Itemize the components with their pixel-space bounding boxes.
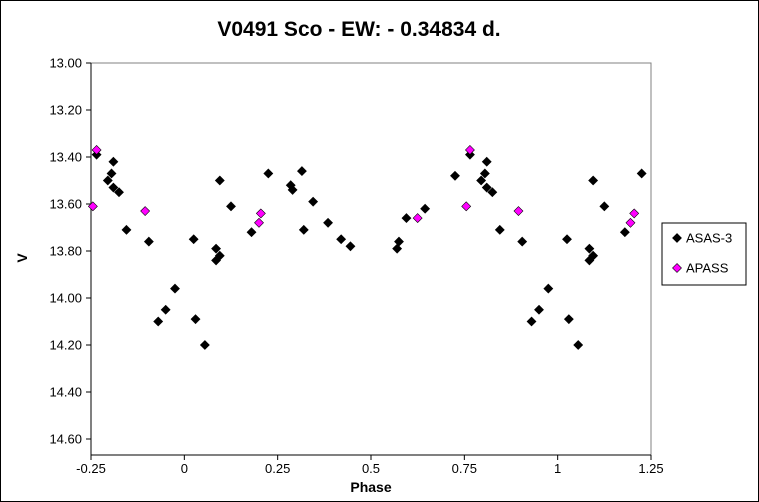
y-tick-label: 14.40 bbox=[49, 385, 82, 400]
chart-title: V0491 Sco - EW: - 0.34834 d. bbox=[217, 18, 500, 41]
data-point-asas-3 bbox=[494, 224, 505, 235]
data-point-asas-3 bbox=[599, 201, 610, 212]
data-point-asas-3 bbox=[287, 184, 298, 195]
x-tick-label: 0.25 bbox=[265, 461, 290, 476]
data-point-asas-3 bbox=[543, 283, 554, 294]
legend-label-asas-3: ASAS-3 bbox=[686, 231, 732, 246]
legend: ASAS-3 APASS bbox=[661, 222, 747, 286]
y-tick-label: 13.40 bbox=[49, 150, 82, 165]
data-point-asas-3 bbox=[336, 234, 347, 245]
data-point-asas-3 bbox=[214, 175, 225, 186]
data-point-asas-3 bbox=[106, 168, 117, 179]
y-tick-label: 13.60 bbox=[49, 197, 82, 212]
data-point-asas-3 bbox=[214, 250, 225, 261]
y-tick-label: 13.80 bbox=[49, 244, 82, 259]
x-tick-label: 1 bbox=[554, 461, 561, 476]
data-point-asas-3 bbox=[534, 304, 544, 315]
data-point-apass bbox=[87, 201, 98, 212]
data-point-asas-3 bbox=[323, 217, 333, 228]
data-point-asas-3 bbox=[160, 304, 171, 315]
data-point-asas-3 bbox=[394, 236, 404, 247]
data-point-apass bbox=[140, 206, 151, 216]
y-tick-label: 14.00 bbox=[49, 291, 82, 306]
data-point-apass bbox=[461, 201, 472, 212]
data-point-asas-3 bbox=[298, 224, 309, 235]
y-tick-label: 13.00 bbox=[49, 56, 82, 71]
data-point-asas-3 bbox=[170, 283, 180, 294]
data-point-asas-3 bbox=[619, 227, 630, 238]
data-point-asas-3 bbox=[481, 182, 492, 193]
y-axis-ticks: 13.00 13.20 13.40 13.60 13.80 14.00 14.20 14.40… bbox=[49, 56, 91, 447]
x-tick-label: 0.75 bbox=[452, 461, 477, 476]
data-point-asas-3 bbox=[401, 213, 412, 224]
data-point-asas-3 bbox=[121, 224, 132, 235]
legend-box bbox=[661, 222, 747, 286]
data-point-asas-3 bbox=[297, 166, 307, 177]
data-point-apass bbox=[513, 206, 524, 216]
x-axis-title: Phase bbox=[350, 479, 391, 495]
data-point-asas-3 bbox=[420, 203, 431, 214]
data-point-asas-3 bbox=[211, 243, 221, 254]
data-point-asas-3 bbox=[450, 170, 460, 181]
data-point-apass bbox=[625, 217, 636, 228]
data-point-asas-3 bbox=[562, 234, 572, 245]
data-point-asas-3 bbox=[479, 168, 490, 179]
data-point-asas-3 bbox=[563, 314, 574, 325]
data-point-asas-3 bbox=[153, 316, 164, 327]
data-point-asas-3 bbox=[636, 168, 647, 179]
x-tick-label: -0.25 bbox=[76, 461, 106, 476]
data-point-asas-3 bbox=[108, 156, 119, 167]
x-tick-label: 0 bbox=[181, 461, 188, 476]
data-point-asas-3 bbox=[517, 236, 528, 247]
data-point-apass bbox=[91, 145, 102, 155]
data-point-apass bbox=[629, 208, 640, 219]
y-tick-label: 13.20 bbox=[49, 103, 82, 118]
data-point-asas-3 bbox=[476, 175, 487, 186]
data-point-apass bbox=[465, 145, 475, 155]
data-point-asas-3 bbox=[102, 175, 113, 186]
data-point-asas-3 bbox=[226, 201, 236, 212]
data-point-asas-3 bbox=[188, 234, 199, 245]
x-axis-ticks: -0.25 0 0.25 0.5 0.75 1 1.25 bbox=[76, 455, 664, 476]
data-point-asas-3 bbox=[588, 250, 599, 261]
legend-marker-asas-3 bbox=[672, 233, 682, 243]
x-tick-label: 0.5 bbox=[362, 461, 380, 476]
data-point-asas-3 bbox=[345, 241, 356, 252]
data-point-asas-3 bbox=[143, 236, 154, 247]
data-point-asas-3 bbox=[481, 156, 492, 167]
data-point-asas-3 bbox=[246, 227, 257, 238]
data-point-asas-3 bbox=[114, 187, 124, 198]
data-point-asas-3 bbox=[588, 175, 599, 186]
y-tick-label: 14.20 bbox=[49, 338, 82, 353]
data-point-asas-3 bbox=[190, 314, 201, 325]
data-point-asas-3 bbox=[108, 182, 119, 193]
data-point-apass bbox=[254, 217, 264, 228]
y-axis-title: V bbox=[14, 253, 30, 263]
plot-area bbox=[90, 62, 652, 456]
x-tick-label: 1.25 bbox=[638, 461, 663, 476]
data-point-asas-3 bbox=[573, 340, 584, 350]
data-point-asas-3 bbox=[487, 187, 498, 198]
data-point-asas-3 bbox=[308, 196, 319, 207]
data-point-apass bbox=[412, 213, 423, 224]
y-tick-label: 14.60 bbox=[49, 432, 82, 447]
data-point-asas-3 bbox=[263, 168, 274, 179]
data-point-asas-3 bbox=[392, 243, 403, 254]
data-points bbox=[87, 145, 647, 350]
data-point-asas-3 bbox=[526, 316, 537, 327]
data-point-asas-3 bbox=[199, 340, 210, 350]
data-point-apass bbox=[255, 208, 266, 219]
legend-marker-apass bbox=[672, 263, 682, 273]
data-point-asas-3 bbox=[584, 243, 595, 254]
legend-label-apass: APASS bbox=[686, 261, 729, 276]
